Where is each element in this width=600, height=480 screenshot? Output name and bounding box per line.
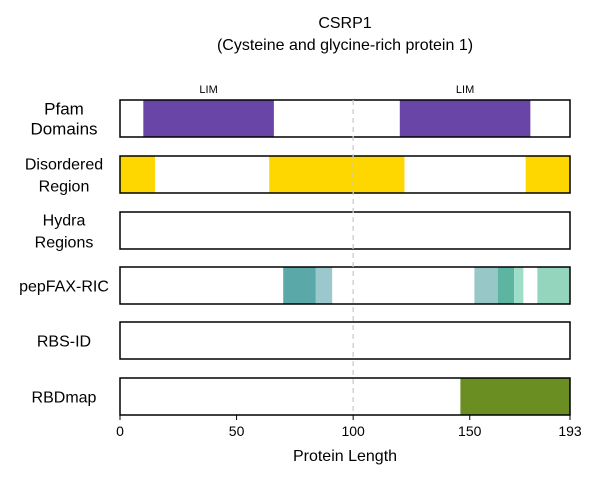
track-3-segment-2 (474, 267, 498, 304)
track-3-segment-0 (283, 267, 316, 304)
track-5: RBDmap (32, 377, 571, 416)
track-3-frame (119, 266, 571, 305)
track-4-frame (119, 321, 571, 360)
track-3: pepFAX-RIC (19, 266, 571, 305)
track-3-segment-4 (514, 267, 524, 304)
track-label: Pfam (44, 100, 84, 119)
track-label: Hydra (43, 213, 86, 230)
track-4: RBS-ID (37, 321, 571, 360)
track-label: Regions (35, 235, 94, 252)
x-tick-label: 193 (558, 423, 582, 439)
x-axis-label: Protein Length (293, 448, 397, 465)
track-5-frame (119, 377, 571, 416)
track-3-segment-3 (497, 267, 515, 304)
track-5-segment-0 (460, 378, 570, 415)
track-2: Hydra Regions (35, 211, 571, 252)
track-label: RBS-ID (37, 334, 91, 351)
chart-title: CSRP1 (318, 15, 371, 32)
track-label: Domains (30, 120, 97, 139)
track-1-segment-2 (525, 156, 570, 193)
track-label: Region (39, 179, 90, 196)
x-tick-label: 100 (341, 423, 365, 439)
segment-label: LIM (456, 84, 474, 96)
track-label: Disordered (25, 157, 103, 174)
track-label: RBDmap (32, 390, 97, 407)
track-1: Disordered Region (25, 155, 571, 196)
track-label: pepFAX-RIC (19, 279, 109, 296)
track-3-segment-1 (315, 267, 333, 304)
track-0-frame (119, 99, 571, 138)
x-axis: 0 50 100 150 193 (116, 415, 582, 439)
track-1-frame (119, 155, 571, 194)
x-tick-label: 0 (116, 423, 124, 439)
track-1-segment-0 (120, 156, 155, 193)
x-tick-label: 50 (229, 423, 245, 439)
track-0-segment-0 (143, 100, 274, 137)
track-2-frame (119, 211, 571, 250)
track-0-segment-1 (399, 100, 531, 137)
x-tick-label: 150 (458, 423, 482, 439)
chart-subtitle: (Cysteine and glycine-rich protein 1) (217, 37, 473, 54)
segment-label: LIM (199, 84, 217, 96)
track-1-segment-1 (269, 156, 405, 193)
track-3-segment-5 (537, 267, 570, 304)
